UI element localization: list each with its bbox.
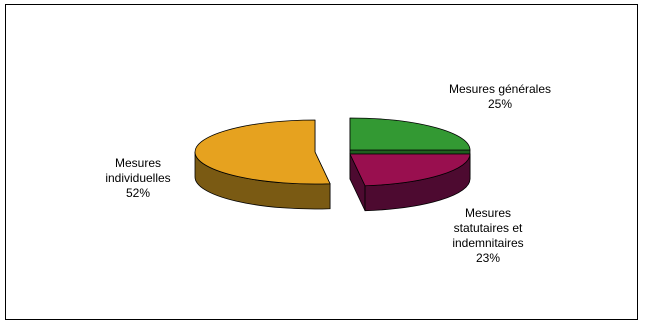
pie-slice-mesures-individuelles (194, 119, 331, 185)
data-label-mesures-generales: Mesures générales 25% (449, 82, 551, 111)
pie-slice-mesures-statutaires-et-indemnitaires (349, 153, 471, 187)
chart-frame (5, 4, 638, 320)
data-label-mesures-statutaires-et-indemnitaires: Mesures statutaires et indemnitaires 23% (452, 206, 523, 265)
data-label-mesures-individuelles: Mesures individuelles 52% (105, 156, 170, 200)
pie-slice-mesures-generales (349, 117, 471, 151)
